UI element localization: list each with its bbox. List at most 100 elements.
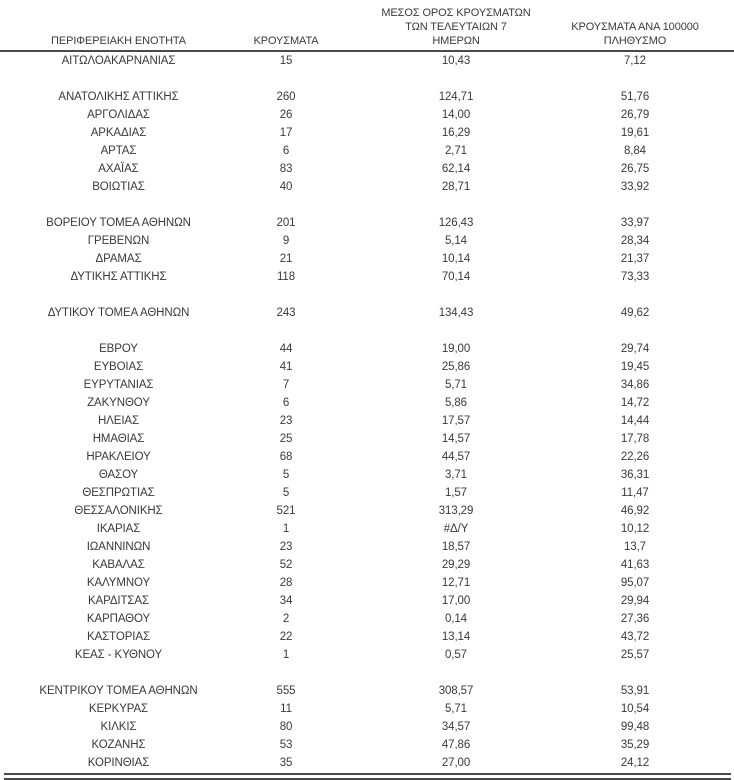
per-100000-value: 34,86 — [620, 379, 650, 391]
avg-7day-value: 34,57 — [441, 721, 471, 733]
table-row: ΖΑΚΥΝΘΟΥ 6 5,86 14,72 — [26, 394, 734, 412]
per-100000-value: 10,12 — [620, 523, 650, 535]
cases-value: 260 — [276, 91, 296, 103]
region-name: ΔΥΤΙΚΟΥ ΤΟΜΕΑ ΑΘΗΝΩΝ — [47, 307, 190, 319]
table-row: ΚΟΡΙΝΘΙΑΣ 35 27,00 24,12 — [26, 754, 734, 772]
per-100000-value: 33,92 — [620, 181, 650, 193]
cases-value: 41 — [279, 361, 293, 373]
cases-value: 17 — [279, 127, 293, 139]
avg-7day-value: 5,86 — [445, 397, 467, 409]
per-100000-value: 53,91 — [620, 685, 650, 697]
avg-7day-value: 1,57 — [445, 487, 467, 499]
table-row: ΚΑΡΠΑΘΟΥ 2 0,14 27,36 — [26, 610, 734, 628]
avg-7day-value: 16,29 — [441, 127, 471, 139]
cases-value: 243 — [276, 307, 296, 319]
cases-value: 23 — [279, 415, 293, 427]
per-100000-value: 51,76 — [620, 91, 650, 103]
region-name: ΑΡΚΑΔΙΑΣ — [90, 127, 147, 139]
region-name: ΚΑΡΠΑΘΟΥ — [86, 613, 151, 625]
cases-value: 521 — [276, 505, 296, 517]
cases-value: 5 — [282, 469, 290, 481]
table-row: ΓΡΕΒΕΝΩΝ 9 5,14 28,34 — [26, 232, 734, 250]
cases-value: 35 — [279, 757, 293, 769]
group-gap — [26, 286, 734, 304]
per-100000-value: 49,62 — [620, 307, 650, 319]
avg-7day-value: 3,71 — [445, 469, 467, 481]
region-name: ΗΛΕΙΑΣ — [97, 415, 140, 427]
region-name: ΙΚΑΡΙΑΣ — [96, 523, 141, 535]
header-line: ΠΛΗΘΥΣΜΟ — [603, 35, 667, 47]
cases-value: 25 — [279, 433, 293, 445]
per-100000-value: 29,74 — [620, 343, 650, 355]
avg-7day-value: #Δ/Υ — [443, 523, 469, 535]
table-row: ΚΑΡΔΙΤΣΑΣ 34 17,00 29,94 — [26, 592, 734, 610]
avg-7day-value: 10,14 — [441, 253, 471, 265]
per-100000-value: 19,61 — [620, 127, 650, 139]
region-name: ΘΕΣΠΡΩΤΙΑΣ — [82, 487, 155, 499]
cases-value: 555 — [276, 685, 296, 697]
table-row: ΚΑΒΑΛΑΣ 52 29,29 41,63 — [26, 556, 734, 574]
cases-value: 53 — [279, 739, 293, 751]
table-row: ΕΒΡΟΥ 44 19,00 29,74 — [26, 340, 734, 358]
region-name: ΕΒΡΟΥ — [99, 343, 138, 355]
avg-7day-value: 28,71 — [441, 181, 471, 193]
group-gap — [26, 664, 734, 682]
region-name: ΔΡΑΜΑΣ — [95, 253, 142, 265]
table-row: ΘΕΣΣΑΛΟΝΙΚΗΣ 521 313,29 46,92 — [26, 502, 734, 520]
region-name: ΘΑΣΟΥ — [98, 469, 139, 481]
cases-value: 34 — [279, 595, 293, 607]
cases-value: 118 — [276, 271, 296, 283]
header-cases: ΚΡΟΥΣΜΑΤΑ — [211, 34, 361, 48]
region-name: ΑΡΤΑΣ — [100, 145, 137, 157]
per-100000-value: 99,48 — [620, 721, 650, 733]
table-row: ΗΜΑΘΙΑΣ 25 14,57 17,78 — [26, 430, 734, 448]
table-body: ΑΙΤΩΛΟΑΚΑΡΝΑΝΙΑΣ 15 10,43 7,12 ΑΝΑΤΟΛΙΚΗΣ ΑΤ… — [0, 52, 734, 772]
table-row: ΚΕΡΚΥΡΑΣ 11 5,71 10,54 — [26, 700, 734, 718]
region-name: ΑΝΑΤΟΛΙΚΗΣ ΑΤΤΙΚΗΣ — [58, 91, 179, 103]
table-row: ΚΙΛΚΙΣ 80 34,57 99,48 — [26, 718, 734, 736]
cases-value: 6 — [282, 397, 290, 409]
cases-value: 5 — [282, 487, 290, 499]
cases-value: 9 — [282, 235, 290, 247]
per-100000-value: 14,72 — [620, 397, 650, 409]
avg-7day-value: 29,29 — [441, 559, 471, 571]
per-100000-value: 22,26 — [620, 451, 650, 463]
cases-value: 6 — [282, 145, 290, 157]
cases-value: 68 — [279, 451, 293, 463]
per-100000-value: 41,63 — [620, 559, 650, 571]
avg-7day-value: 19,00 — [441, 343, 471, 355]
avg-7day-value: 313,29 — [438, 505, 474, 517]
avg-7day-value: 308,57 — [438, 685, 474, 697]
avg-7day-value: 126,43 — [438, 217, 474, 229]
header-line: ΗΜΕΡΩΝ — [432, 35, 480, 47]
table-row: ΚΕΝΤΡΙΚΟΥ ΤΟΜΕΑ ΑΘΗΝΩΝ 555 308,57 53,91 — [26, 682, 734, 700]
region-name: ΘΕΣΣΑΛΟΝΙΚΗΣ — [74, 505, 163, 517]
header-cases-per-100000: ΚΡΟΥΣΜΑΤΑ ΑΝΑ 100000 ΠΛΗΘΥΣΜΟ — [551, 20, 719, 48]
region-name: ΒΟΡΕΙΟΥ ΤΟΜΕΑ ΑΘΗΝΩΝ — [46, 217, 191, 229]
header-regional-unit: ΠΕΡΙΦΕΡΕΙΑΚΗ ΕΝΟΤΗΤΑ — [26, 34, 211, 48]
per-100000-value: 43,72 — [620, 631, 650, 643]
region-name: ΒΟΙΩΤΙΑΣ — [92, 181, 145, 193]
region-name: ΑΙΤΩΛΟΑΚΑΡΝΑΝΙΑΣ — [61, 55, 176, 67]
table-row: ΔΥΤΙΚΗΣ ΑΤΤΙΚΗΣ 118 70,14 73,33 — [26, 268, 734, 286]
avg-7day-value: 27,00 — [441, 757, 471, 769]
cases-value: 201 — [276, 217, 296, 229]
group-gap — [26, 70, 734, 88]
region-name: ΑΧΑΪΑΣ — [98, 163, 139, 175]
region-name: ΕΥΡΥΤΑΝΙΑΣ — [83, 379, 154, 391]
cases-value: 28 — [279, 577, 293, 589]
avg-7day-value: 13,14 — [441, 631, 471, 643]
per-100000-value: 13,7 — [624, 541, 646, 553]
table-row: ΚΕΑΣ - ΚΥΘΝΟΥ 1 0,57 25,57 — [26, 646, 734, 664]
avg-7day-value: 0,57 — [445, 649, 467, 661]
cases-value: 2 — [282, 613, 290, 625]
avg-7day-value: 44,57 — [441, 451, 471, 463]
avg-7day-value: 14,00 — [441, 109, 471, 121]
region-name: ΚΕΝΤΡΙΚΟΥ ΤΟΜΕΑ ΑΘΗΝΩΝ — [39, 685, 198, 697]
header-7day-average: ΜΕΣΟΣ ΟΡΟΣ ΚΡΟΥΣΜΑΤΩΝ ΤΩΝ ΤΕΛΕΥΤΑΙΩΝ 7 Η… — [361, 6, 551, 48]
per-100000-value: 8,84 — [624, 145, 646, 157]
region-name: ΚΕΡΚΥΡΑΣ — [88, 703, 149, 715]
table-row: ΘΑΣΟΥ 5 3,71 36,31 — [26, 466, 734, 484]
table-row: ΗΡΑΚΛΕΙΟΥ 68 44,57 22,26 — [26, 448, 734, 466]
region-name: ΚΑΒΑΛΑΣ — [92, 559, 145, 571]
